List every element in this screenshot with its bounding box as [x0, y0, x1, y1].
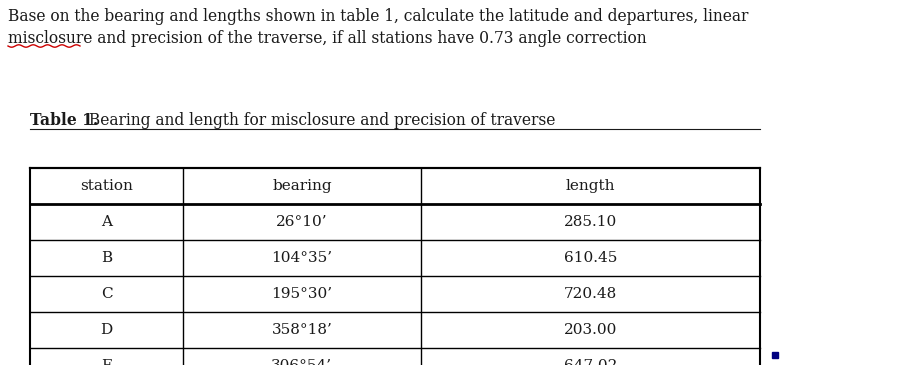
Text: bearing: bearing [272, 179, 332, 193]
Text: 610.45: 610.45 [563, 251, 617, 265]
Text: C: C [101, 287, 112, 301]
Text: station: station [80, 179, 133, 193]
Text: A: A [102, 215, 112, 229]
Text: 203.00: 203.00 [563, 323, 617, 337]
Text: Bearing and length for misclosure and precision of traverse: Bearing and length for misclosure and pr… [84, 112, 555, 129]
Text: 285.10: 285.10 [563, 215, 617, 229]
Text: 720.48: 720.48 [563, 287, 617, 301]
Text: length: length [566, 179, 615, 193]
Text: 104°35’: 104°35’ [271, 251, 333, 265]
Text: 26°10’: 26°10’ [276, 215, 327, 229]
Text: Base on the bearing and lengths shown in table 1, calculate the latitude and dep: Base on the bearing and lengths shown in… [8, 8, 748, 25]
Text: Table 1.: Table 1. [30, 112, 98, 129]
Text: 195°30’: 195°30’ [271, 287, 333, 301]
Text: 647.02: 647.02 [563, 359, 617, 365]
Text: D: D [101, 323, 112, 337]
Text: 306°54’: 306°54’ [271, 359, 333, 365]
Text: E: E [101, 359, 112, 365]
Text: misclosure and precision of the traverse, if all stations have 0.73 angle correc: misclosure and precision of the traverse… [8, 30, 647, 47]
Text: B: B [101, 251, 112, 265]
Text: 358°18’: 358°18’ [271, 323, 332, 337]
